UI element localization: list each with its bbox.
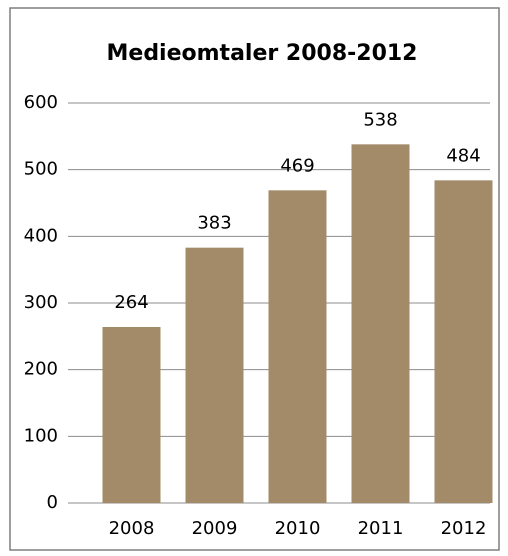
y-tick-label: 0 (47, 492, 58, 513)
bar (102, 327, 161, 503)
x-tick-label: 2011 (358, 518, 404, 539)
data-label: 469 (280, 155, 314, 176)
chart-title: Medieomtaler 2008-2012 (107, 41, 418, 66)
bar (434, 180, 493, 504)
data-label: 264 (114, 292, 148, 313)
x-tick-label: 2012 (441, 518, 487, 539)
x-tick-label: 2008 (109, 518, 155, 539)
data-label: 484 (446, 145, 480, 166)
y-tick-label: 600 (24, 92, 58, 113)
data-label: 538 (363, 109, 397, 130)
x-tick-label: 2009 (192, 518, 238, 539)
bar (185, 247, 244, 503)
y-tick-label: 200 (24, 359, 58, 380)
y-tick-label: 100 (24, 425, 58, 446)
chart-border (9, 7, 500, 551)
y-tick-label: 400 (24, 225, 58, 246)
data-label: 383 (197, 213, 231, 234)
y-tick-label: 300 (24, 292, 58, 313)
bar (268, 190, 327, 504)
bar (351, 144, 410, 504)
y-tick-label: 500 (24, 159, 58, 180)
x-tick-label: 2010 (275, 518, 321, 539)
